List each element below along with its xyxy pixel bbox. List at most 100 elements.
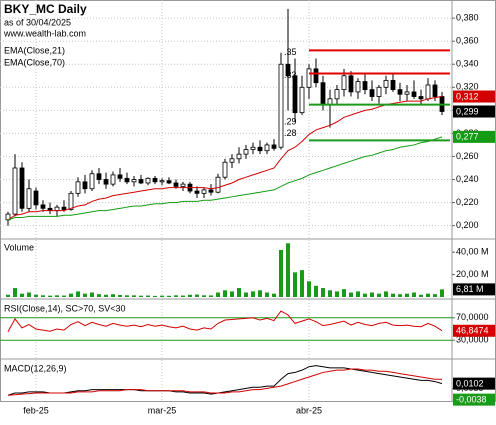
candle-body <box>152 177 158 183</box>
candle-body <box>278 63 284 148</box>
volume-bar <box>174 295 178 297</box>
mark-layer <box>5 8 450 396</box>
volume-bar <box>272 293 276 297</box>
candle-body <box>292 75 298 114</box>
volume-bar <box>27 292 31 297</box>
volume-bar <box>412 292 416 297</box>
candle-body <box>222 161 228 178</box>
volume-bar <box>377 293 381 297</box>
candle-body <box>425 84 431 100</box>
series-line <box>7 136 443 221</box>
candle-body <box>117 174 123 179</box>
candle-body <box>285 63 291 77</box>
candle-body <box>271 144 277 149</box>
volume-bar <box>97 294 101 297</box>
annotation: .33 <box>284 70 297 80</box>
panel-title: MACD(12,26,9) <box>4 363 67 373</box>
candle-body <box>236 153 242 160</box>
volume-bar <box>265 292 269 297</box>
candle-body <box>320 82 326 105</box>
candle-body <box>250 146 256 150</box>
candle-body <box>180 183 186 187</box>
volume-bar <box>111 294 115 297</box>
y-tick-label: 0,260 <box>456 151 479 161</box>
volume-bar <box>118 294 122 297</box>
volume-bar <box>167 295 171 297</box>
volume-bar <box>335 291 339 297</box>
chart-title: BKY_MC Daily <box>4 2 87 16</box>
y-tick-label: 40,00 M <box>456 247 489 257</box>
candle-body <box>390 79 396 91</box>
candle-body <box>68 192 74 210</box>
y-tick-label: 0,320 <box>456 82 479 92</box>
y-tick-label: 0,340 <box>456 59 479 69</box>
volume-bar <box>314 285 318 297</box>
candle-body <box>89 173 95 190</box>
candle-body <box>411 91 417 97</box>
x-tick-label: mar-25 <box>148 405 177 415</box>
price-tag <box>453 393 495 406</box>
volume-bar <box>419 294 423 297</box>
candle-body <box>61 206 67 210</box>
price-tag <box>453 283 495 296</box>
candle-body <box>369 89 375 97</box>
volume-bar <box>251 291 255 297</box>
candle-body <box>341 75 347 91</box>
volume-bar <box>216 292 220 297</box>
y-tick-label: 20,00 M <box>456 269 489 279</box>
candle-body <box>12 167 18 215</box>
volume-bar <box>300 270 304 297</box>
volume-bar <box>55 295 59 297</box>
price-tag <box>453 324 495 337</box>
panel-title: RSI(Close,14), SC>70, SV<30 <box>4 303 126 313</box>
volume-bar <box>440 289 444 297</box>
volume-bar <box>48 295 52 297</box>
volume-bar <box>279 249 283 297</box>
candle-body <box>103 179 109 185</box>
candle-body <box>145 177 151 184</box>
price-tag-label: 0,0102 <box>456 379 484 389</box>
candle-body <box>96 173 102 180</box>
candle-body <box>376 86 382 97</box>
candle-body <box>54 206 60 212</box>
candle-body <box>194 190 200 194</box>
volume-bar <box>6 294 10 297</box>
y-tick-label: 0,200 <box>456 220 479 230</box>
volume-bar <box>20 293 24 297</box>
candle-body <box>432 84 438 97</box>
grid-layer <box>0 0 455 402</box>
candle-body <box>334 89 340 100</box>
candle-body <box>355 81 361 93</box>
candle-body <box>82 181 88 190</box>
volume-bar <box>90 292 94 297</box>
candle-body <box>257 146 263 152</box>
candle-body <box>306 68 312 88</box>
candle-body <box>299 86 305 114</box>
volume-bar <box>69 293 73 297</box>
candle-body <box>110 174 116 185</box>
legend-entry: EMA(Close,21) <box>4 45 65 55</box>
volume-bar <box>370 292 374 297</box>
volume-bar <box>426 293 430 297</box>
candle-body <box>19 167 25 209</box>
candle-body <box>201 189 207 194</box>
candle-body <box>131 179 137 183</box>
source: www.wealth-lab.com <box>3 28 86 38</box>
price-tag-label: 0,299 <box>456 106 479 116</box>
price-tag-label: 0,312 <box>456 91 479 101</box>
candle-body <box>138 179 144 184</box>
volume-bar <box>188 294 192 297</box>
x-tick-label: feb-25 <box>23 405 49 415</box>
candle-body <box>75 181 81 194</box>
volume-bar <box>293 272 297 297</box>
candle-body <box>243 149 249 155</box>
candle-body <box>208 189 214 193</box>
annotation: .28 <box>284 128 297 138</box>
series-line <box>7 365 443 396</box>
candle-body <box>229 158 235 163</box>
frame <box>0 0 496 402</box>
annotation: .29 <box>284 116 297 126</box>
volume-bar <box>181 295 185 297</box>
volume-bar <box>237 288 241 297</box>
